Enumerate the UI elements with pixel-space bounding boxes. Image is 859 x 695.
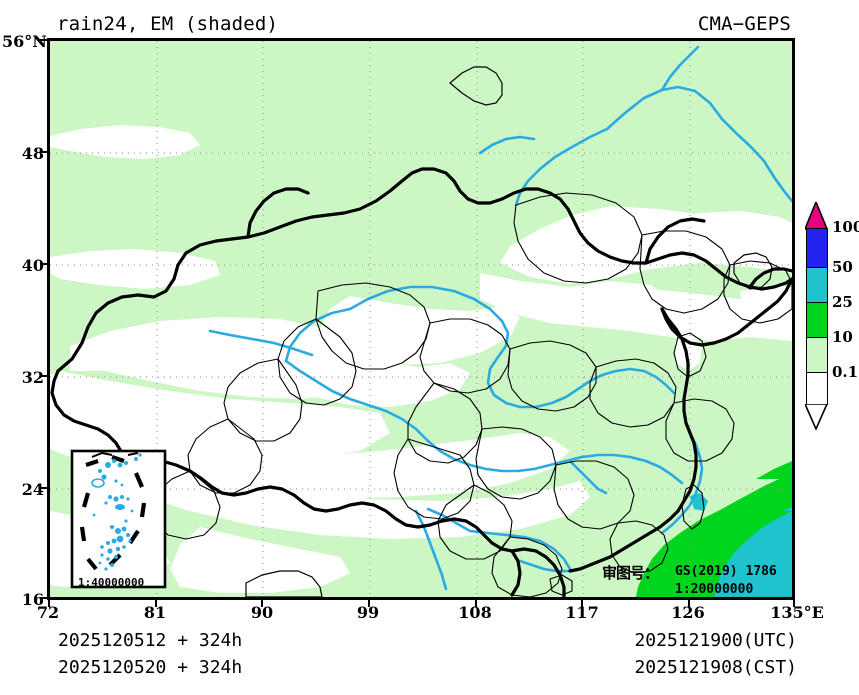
province-boundaries — [151, 192, 792, 597]
x-tick-label-72: 72 — [36, 603, 60, 622]
colorbar-band-10-25[interactable] — [806, 302, 828, 338]
y-tick-mark — [40, 597, 47, 599]
y-tick-mark — [40, 263, 47, 265]
page-title: rain24, EM (shaded) — [57, 13, 279, 35]
x-tick-mark — [261, 600, 263, 607]
x-tick-label-126: 126 — [671, 603, 705, 622]
x-tick-mark — [688, 600, 690, 607]
x-tick-label-99: 99 — [356, 603, 380, 622]
x-tick-mark — [48, 600, 50, 607]
y-tick-label-48: 48 — [21, 144, 44, 163]
colorbar-arrow-bottom — [805, 404, 828, 430]
colorbar-band-25-50[interactable] — [806, 267, 828, 303]
y-tick-label-24: 24 — [21, 480, 44, 499]
colorbar-label-25: 25 — [832, 293, 853, 311]
x-tick-mark — [793, 600, 795, 607]
map-plot-area[interactable]: 1:40000000 审图号： GS(2019) 1786 1:20000000 — [47, 38, 795, 600]
rivers-layer — [208, 45, 792, 591]
colorbar-band-0.1-10[interactable] — [806, 337, 828, 373]
y-tick-mark — [40, 39, 47, 41]
map-scale-label: 1:20000000 — [675, 582, 754, 597]
x-tick-mark — [368, 600, 370, 607]
rain-band-25-50 — [714, 507, 792, 597]
x-tick-label-81: 81 — [143, 603, 167, 622]
nine-dash-line — [79, 455, 147, 571]
colorbar-label-0.1: 0.1 — [832, 363, 859, 381]
colorbar-arrow-top — [805, 202, 829, 230]
map-layers — [50, 41, 792, 597]
x-axis: 72 81 90 99 108 117 126 135°E — [0, 603, 859, 631]
precipitation-map-svg — [50, 41, 792, 597]
footer-init-time-cst: 2025120520 + 324h — [58, 657, 243, 678]
colorbar-label-100: 100 — [832, 218, 859, 236]
x-tick-label-135e: 135°E — [770, 603, 824, 622]
y-tick-mark — [40, 151, 47, 153]
south-china-sea-inset — [70, 449, 167, 589]
x-tick-label-117: 117 — [565, 603, 599, 622]
colorbar-band-50-100[interactable] — [806, 228, 828, 268]
map-approval-label: 审图号： — [602, 564, 659, 582]
map-approval-number: GS(2019) 1786 — [675, 564, 777, 579]
y-tick-mark — [40, 375, 47, 377]
x-tick-mark — [475, 600, 477, 607]
y-tick-label-40: 40 — [21, 256, 44, 275]
x-tick-label-90: 90 — [250, 603, 274, 622]
y-tick-label-56n: 56°N — [2, 32, 47, 51]
footer-valid-time-cst: 2025121908(CST) — [634, 657, 797, 678]
colorbar-label-50: 50 — [832, 258, 853, 276]
colorbar-band-under-0.1[interactable] — [806, 372, 828, 405]
grid-lines — [50, 41, 792, 597]
inset-scale-label: 1:40000000 — [78, 576, 145, 589]
footer-valid-time-utc: 2025121900(UTC) — [634, 630, 797, 651]
colorbar[interactable]: 100 50 25 10 0.1 — [805, 202, 859, 430]
y-tick-label-32: 32 — [21, 368, 44, 387]
inset-islands — [91, 453, 142, 571]
national-boundaries — [50, 167, 792, 597]
y-axis: 56°N 48 40 32 24 16 — [0, 0, 47, 695]
x-tick-mark — [581, 600, 583, 607]
x-tick-label-108: 108 — [458, 603, 492, 622]
y-tick-mark — [40, 487, 47, 489]
colorbar-label-10: 10 — [832, 328, 853, 346]
footer-init-time-utc: 2025120512 + 324h — [58, 630, 243, 651]
island-outlines — [245, 66, 773, 597]
y-tick-label-16: 16 — [21, 590, 44, 609]
model-label: CMA−GEPS — [697, 13, 791, 35]
x-tick-mark — [155, 600, 157, 607]
